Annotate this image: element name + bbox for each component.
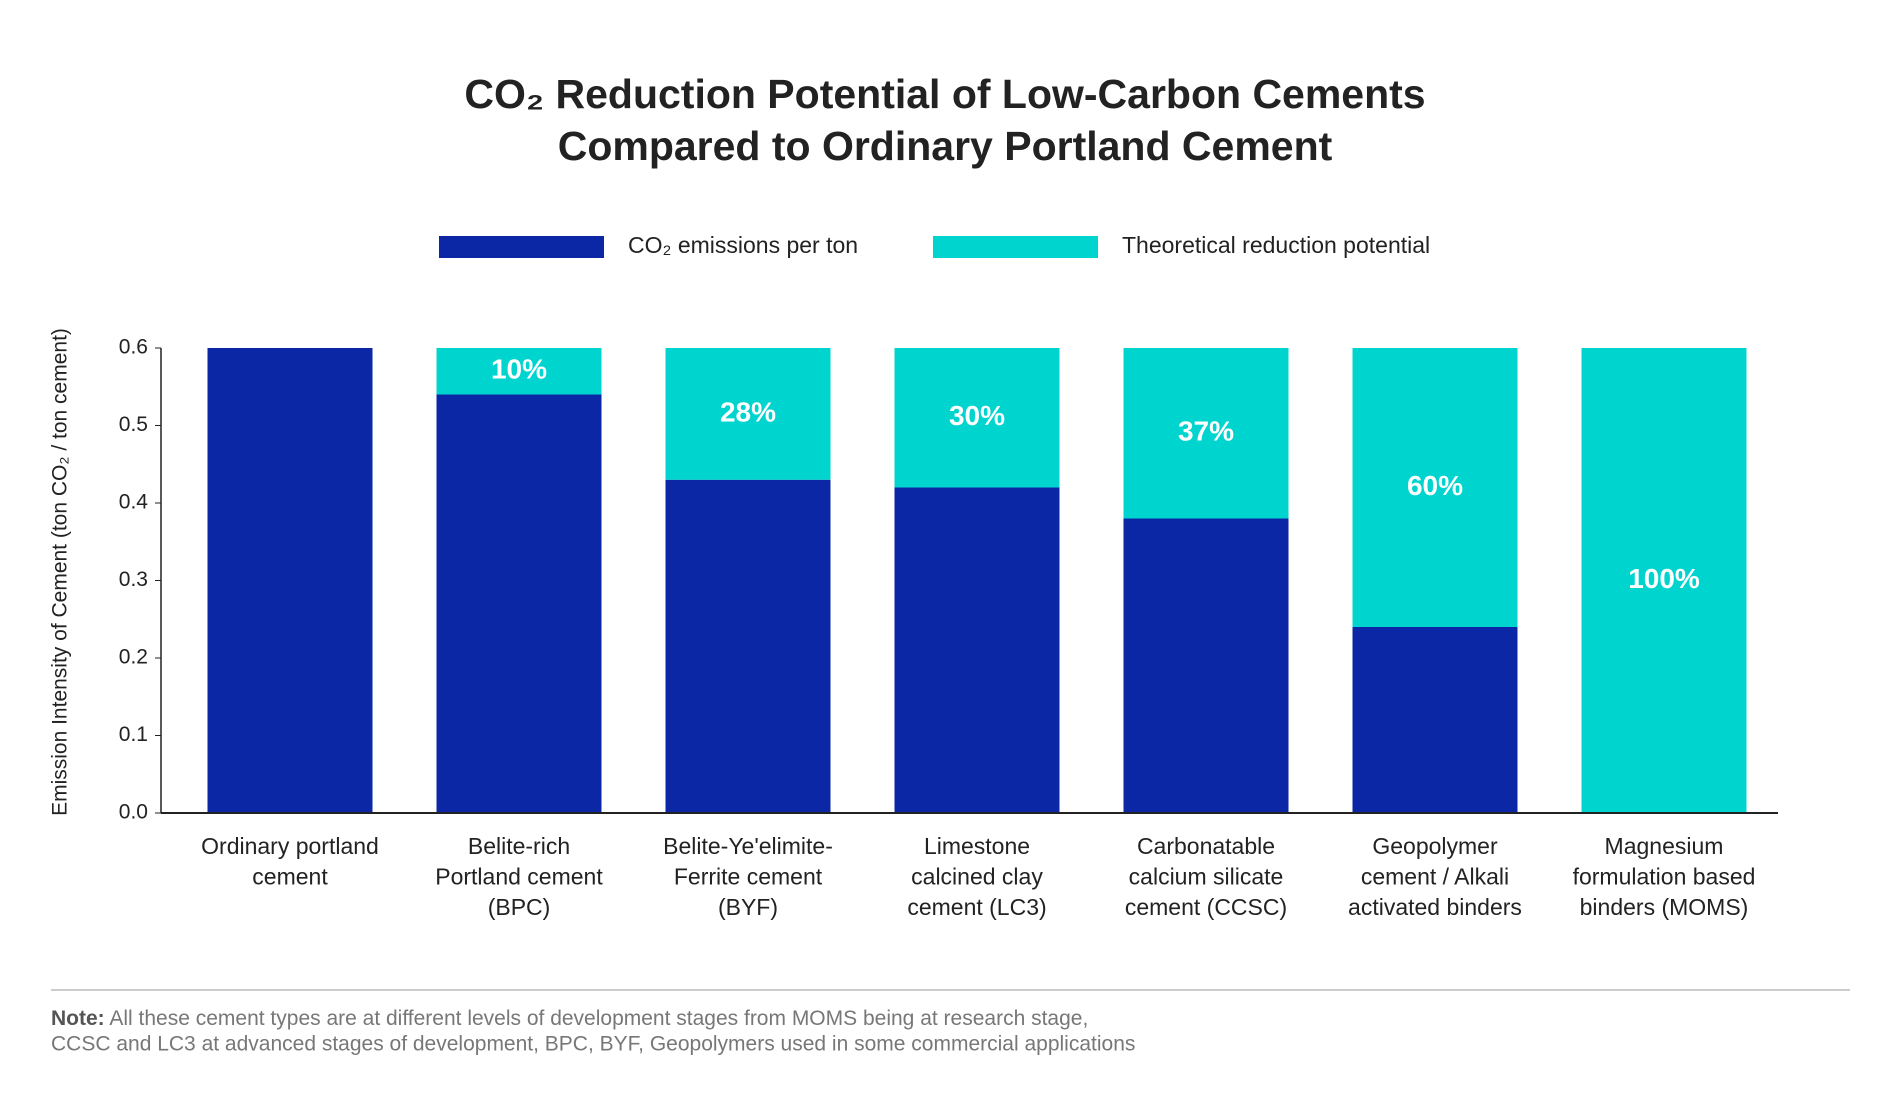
x-tick-label-line: Magnesium (1605, 833, 1724, 859)
y-tick-label: 0.4 (119, 491, 149, 514)
x-tick-label-line: Ferrite cement (674, 864, 823, 890)
y-tick-label: 0.2 (119, 646, 148, 669)
x-tick-label: Carbonatable calcium silicate cement (CCSC… (1125, 833, 1287, 920)
data-label: 37% (1178, 416, 1234, 447)
y-tick-label: 0.0 (119, 801, 148, 824)
y-tick-label: 0.6 (119, 336, 148, 359)
data-label: 28% (720, 396, 776, 427)
y-axis-label: Emission Intensity of Cement (ton CO₂ / … (49, 328, 72, 816)
y-tick-label: 0.3 (119, 568, 148, 591)
legend-swatch (933, 236, 1098, 258)
bar-segment (1352, 348, 1518, 627)
x-tick-label-line: cement (252, 864, 328, 890)
bar-segment (1352, 627, 1518, 813)
x-tick-label-line: (BPC) (488, 894, 551, 920)
note-text: CCSC and LC3 at advanced stages of devel… (51, 1033, 1135, 1056)
chart-title: CO₂ Reduction Potential of Low-Carbon Ce… (464, 71, 1425, 117)
x-tick-label-line: cement (CCSC) (1125, 894, 1287, 920)
legend-swatch (439, 236, 604, 258)
x-tick-label: Limestone calcined clay cement (LC3) (907, 833, 1046, 920)
legend-label: CO₂ emissions per ton (628, 232, 858, 258)
x-tick-label-line: Belite-Ye'elimite- (663, 833, 833, 859)
x-tick-label-line: activated binders (1348, 894, 1522, 920)
data-label: 60% (1407, 470, 1463, 501)
data-label: 10% (491, 354, 547, 385)
x-tick-label-line: Limestone (924, 833, 1030, 859)
bar-segment (207, 348, 373, 813)
x-tick-label-line: Geopolymer (1372, 833, 1498, 859)
bar-segment (894, 487, 1060, 813)
x-tick-label-line: cement / Alkali (1361, 864, 1509, 890)
note-label: Note: (51, 1007, 105, 1030)
bar-segment (665, 479, 831, 813)
x-tick-label: Ordinary portland cement (201, 833, 379, 890)
bar-segment (1123, 348, 1289, 519)
x-tick-label-line: formulation based (1573, 864, 1756, 890)
x-tick-label-line: Belite-rich (468, 833, 570, 859)
x-tick-label-line: (BYF) (718, 894, 778, 920)
bar-segment (894, 348, 1060, 488)
data-label: 100% (1628, 563, 1700, 594)
x-tick-label-line: Ordinary portland (201, 833, 379, 859)
x-tick-label-line: calcined clay (911, 864, 1043, 890)
bar-segment (436, 394, 602, 813)
note: Note: All these cement types are at diff… (51, 1007, 1088, 1030)
data-label: 30% (949, 400, 1005, 431)
x-tick-label: Magnesium formulation based binders (MOMS) (1573, 833, 1756, 920)
x-tick-label-line: Carbonatable (1137, 833, 1275, 859)
x-tick-label-line: Portland cement (435, 864, 603, 890)
x-tick-label-line: calcium silicate (1129, 864, 1284, 890)
y-tick-label: 0.5 (119, 413, 148, 436)
note-text: All these cement types are at different … (105, 1007, 1089, 1030)
x-tick-label-line: binders (MOMS) (1580, 894, 1749, 920)
x-tick-label: Belite-Ye'elimite- Ferrite cement (BYF) (663, 833, 833, 920)
legend-label: Theoretical reduction potential (1122, 232, 1430, 258)
x-tick-label: Geopolymer cement / Alkali activated binde… (1348, 833, 1522, 920)
bar-segment (436, 348, 602, 395)
bar-segment (1581, 348, 1747, 813)
chart-title: Compared to Ordinary Portland Cement (558, 123, 1333, 169)
bar-segment (665, 348, 831, 480)
x-tick-label: Belite-rich Portland cement (BPC) (435, 833, 603, 920)
bar-segment (1123, 518, 1289, 813)
y-tick-label: 0.1 (119, 723, 148, 746)
x-tick-label-line: cement (LC3) (907, 894, 1046, 920)
